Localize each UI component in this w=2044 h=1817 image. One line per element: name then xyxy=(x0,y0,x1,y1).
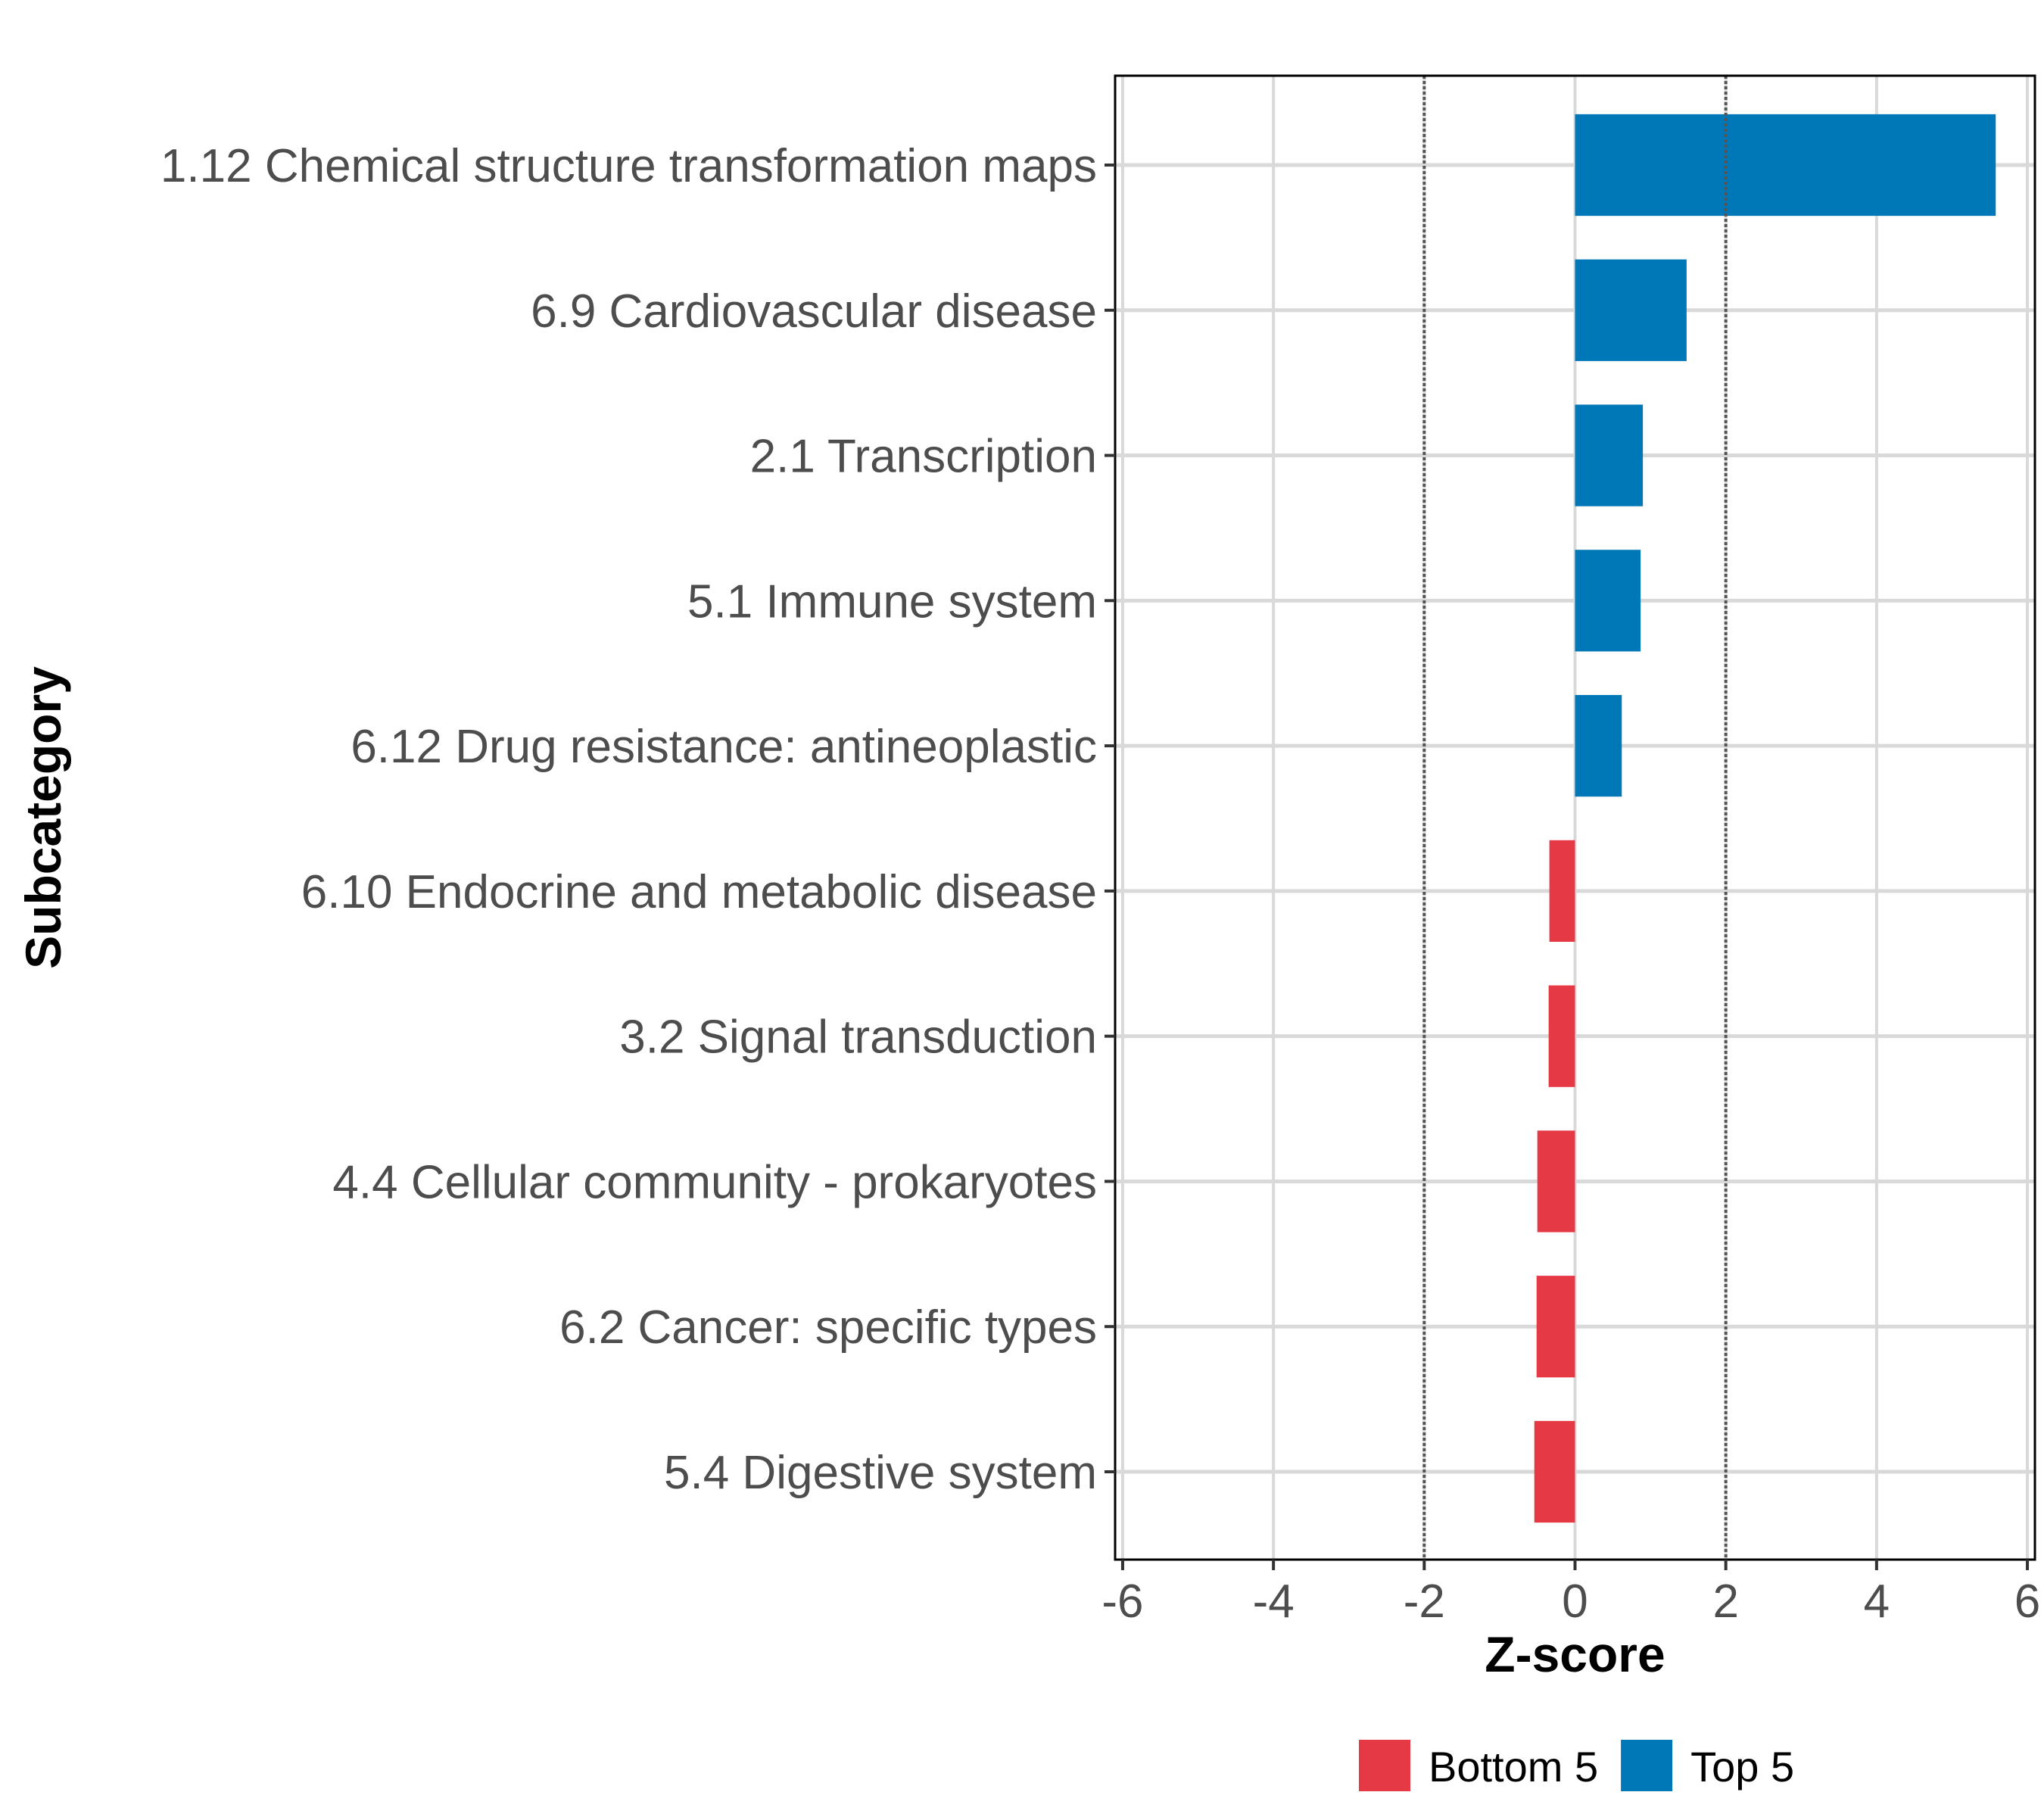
x-tick-label: -2 xyxy=(1404,1575,1445,1628)
legend: Bottom 5 Top 5 xyxy=(1359,1740,1794,1791)
y-tick-label: 6.9 Cardiovascular disease xyxy=(531,285,1097,338)
x-axis: -6 -4 -2 0 2 4 6 xyxy=(1101,1560,2040,1628)
y-tick-label: 3.2 Signal transduction xyxy=(619,1011,1097,1064)
y-tick-label: 6.2 Cancer: specific types xyxy=(559,1301,1097,1354)
legend-swatch xyxy=(1359,1740,1410,1791)
y-tick-label: 6.10 Endocrine and metabolic disease xyxy=(301,866,1097,918)
x-tick-label: -4 xyxy=(1253,1575,1295,1628)
bar xyxy=(1549,840,1575,943)
bar xyxy=(1536,1276,1575,1378)
bar xyxy=(1537,1130,1575,1233)
y-tick-label: 6.12 Drug resistance: antineoplastic xyxy=(351,721,1097,773)
y-axis: 1.12 Chemical structure transformation m… xyxy=(160,140,1115,1499)
y-axis-title: Subcategory xyxy=(15,666,71,969)
legend-label: Top 5 xyxy=(1690,1743,1794,1791)
y-tick-label: 5.1 Immune system xyxy=(687,575,1097,628)
legend-swatch xyxy=(1621,1740,1673,1791)
bar xyxy=(1534,1420,1575,1523)
y-tick-label: 1.12 Chemical structure transformation m… xyxy=(160,140,1097,192)
y-tick-label: 4.4 Cellular community - prokaryotes xyxy=(332,1156,1097,1208)
y-tick-label: 2.1 Transcription xyxy=(750,431,1097,483)
bar xyxy=(1575,259,1687,361)
x-tick-label: 6 xyxy=(2014,1575,2040,1628)
bar xyxy=(1575,404,1644,506)
x-tick-label: 0 xyxy=(1562,1575,1588,1628)
bar xyxy=(1575,694,1622,797)
legend-label: Bottom 5 xyxy=(1429,1743,1598,1791)
x-tick-label: -6 xyxy=(1101,1575,1143,1628)
x-axis-title: Z-score xyxy=(1485,1626,1665,1682)
x-tick-label: 2 xyxy=(1712,1575,1738,1628)
reference-lines xyxy=(1422,76,1728,1560)
x-tick-label: 4 xyxy=(1864,1575,1890,1628)
bar xyxy=(1548,985,1575,1087)
bar xyxy=(1575,114,1996,217)
y-tick-label: 5.4 Digestive system xyxy=(664,1447,1097,1499)
bars xyxy=(1534,114,1996,1523)
bar xyxy=(1575,550,1641,652)
